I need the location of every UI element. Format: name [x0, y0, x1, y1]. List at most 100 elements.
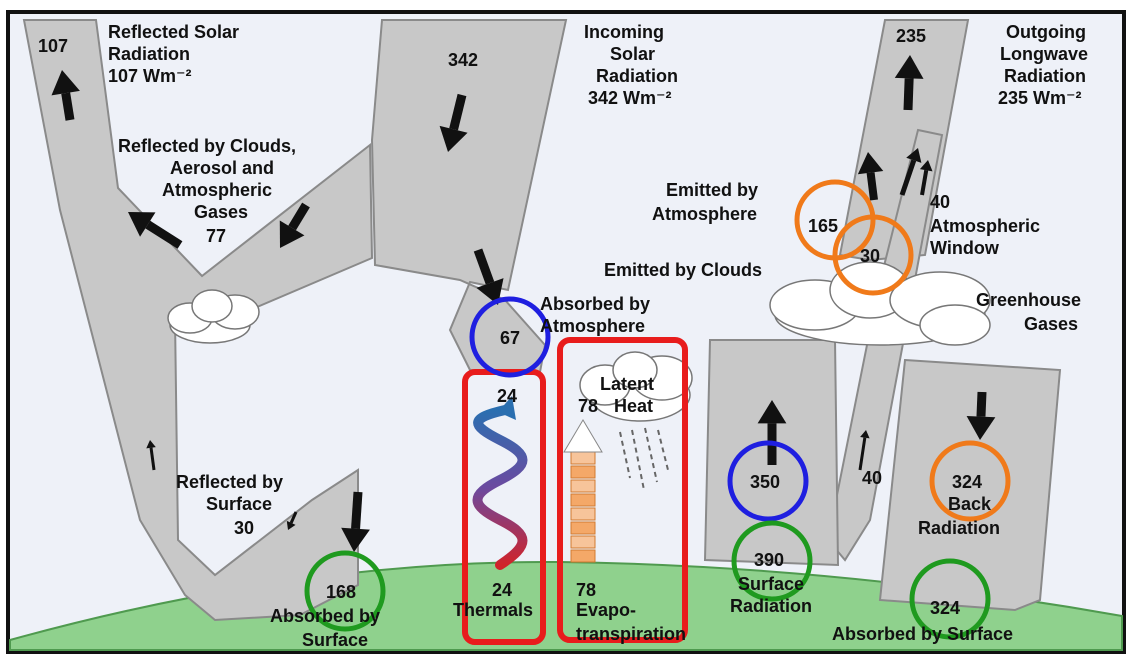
reflected-solar-label-1: Reflected Solar: [108, 22, 239, 42]
flow-arrow-head: [860, 430, 870, 439]
incoming-solar-label-2: Solar: [610, 44, 655, 64]
evapo-brick: [570, 549, 596, 563]
surface-radiation-label-1: Surface: [738, 574, 804, 594]
reflected-surface-value: 30: [234, 518, 254, 538]
greenhouse-gases-label-2: Gases: [1024, 314, 1078, 334]
back-radiation-label-2: Radiation: [918, 518, 1000, 538]
absorbed-surface-left-value: 168: [326, 582, 356, 602]
absorbed-surface-left-circle: [304, 550, 386, 632]
evapo-brick: [570, 535, 596, 549]
evapo-brick: [570, 465, 596, 479]
flow-arrow-shaft: [899, 159, 917, 196]
incoming-solar-value-top: 342: [448, 50, 478, 70]
flow-arrow-shaft: [351, 491, 363, 529]
flow-arrow-shaft: [145, 220, 183, 249]
flow-arrow-head: [341, 527, 370, 552]
window-lower-value: 40: [862, 468, 882, 488]
thermals-wavy-arrow: [472, 405, 528, 570]
reflected-clouds-label-4: Gases: [194, 202, 248, 222]
outgoing-longwave-value-top: 235: [896, 26, 926, 46]
surface-radiation-circle: [731, 520, 813, 602]
flow-arrow-shaft: [61, 92, 75, 121]
latent-heat-value-top: 78: [578, 396, 598, 416]
latent-heat-value-bottom: 78: [576, 580, 596, 600]
evapo-brick: [570, 451, 596, 465]
outgoing-longwave-label-1: Outgoing: [1006, 22, 1086, 42]
surface-radiation-label-2: Radiation: [730, 596, 812, 616]
back-radiation-circle: [929, 440, 1011, 522]
flow-arrows: [51, 55, 996, 552]
flow-arrow-shaft: [920, 169, 929, 196]
flow-arrow-head: [439, 125, 468, 152]
absorbed-surface-right-value: 324: [930, 598, 960, 618]
incoming-solar-label-3: Radiation: [596, 66, 678, 86]
absorbed-atmosphere-circle: [469, 296, 551, 378]
flow-arrow-shaft: [858, 437, 867, 471]
flow-arrow-shaft: [289, 511, 298, 524]
absorbed-atmosphere-label-1: Absorbed by: [540, 294, 650, 314]
incoming-solar-label-1: Incoming: [584, 22, 664, 42]
latent-heat-label-1: Latent: [600, 374, 654, 394]
reflected-solar-beam: [22, 19, 374, 622]
reflected-solar-label-3: 107 Wm⁻²: [108, 66, 192, 86]
emitted-atmosphere-value: 165: [808, 216, 838, 236]
surface-radiation-value: 390: [754, 550, 784, 570]
latent-heat-highlight-box: [557, 337, 688, 643]
flow-arrow-shaft: [449, 93, 467, 131]
reflected-clouds-value: 77: [206, 226, 226, 246]
flow-arrow-head: [51, 70, 80, 96]
flow-arrow-head: [757, 400, 787, 424]
thermals-highlight-box: [462, 369, 546, 645]
flow-arrow-shaft: [976, 391, 987, 417]
evapotranspiration-label-1: Evapo-: [576, 600, 636, 620]
flow-arrow-head: [857, 152, 884, 175]
evapo-brick: [570, 493, 596, 507]
absorbed-surface-left-label-1: Absorbed by: [270, 606, 380, 626]
back-radiation-label-1: Back: [948, 494, 992, 514]
surface-radiation-up-value: 350: [750, 472, 780, 492]
thermals-label: Thermals: [453, 600, 533, 620]
surface-radiation-up-circle: [727, 440, 809, 522]
emitted-atmosphere-label-1: Emitted by: [666, 180, 758, 200]
reflected-solar-value-top: 107: [38, 36, 68, 56]
flow-arrow-head: [894, 55, 924, 79]
evapo-brick: [570, 521, 596, 535]
flow-arrow-head: [966, 416, 996, 440]
window-inner-circle: [832, 214, 914, 296]
evapotranspiration-label-2: transpiration: [576, 624, 686, 644]
back-radiation-column: [878, 358, 1062, 612]
back-radiation-value: 324: [952, 472, 982, 492]
latent-heat-label-2: Heat: [614, 396, 653, 416]
atmospheric-window-label-1: Atmospheric: [930, 216, 1040, 236]
reflected-surface-label-2: Surface: [206, 494, 272, 514]
absorbed-atmosphere-label-2: Atmosphere: [540, 316, 645, 336]
flow-arrow-head: [146, 440, 156, 449]
flow-arrow-head: [128, 212, 156, 237]
emitted-atmosphere-label-2: Atmosphere: [652, 204, 757, 224]
greenhouse-gases-label-1: Greenhouse: [976, 290, 1081, 310]
reflected-clouds-label-1: Reflected by Clouds,: [118, 136, 296, 156]
atmospheric-window-value: 40: [930, 192, 950, 212]
outgoing-longwave-label-3: Radiation: [1004, 66, 1086, 86]
reflected-solar-label-2: Radiation: [108, 44, 190, 64]
flow-arrow-shaft: [903, 78, 914, 111]
atmospheric-window-label-2: Window: [930, 238, 1000, 258]
cloud-right: [769, 261, 991, 346]
evapotranspiration-column: [563, 419, 603, 563]
emitted-clouds-label: Emitted by Clouds: [604, 260, 762, 280]
evapo-brick: [570, 479, 596, 493]
flow-arrow-shaft: [866, 172, 878, 201]
thermals-value-bottom: 24: [492, 580, 512, 600]
outgoing-longwave-label-2: Longwave: [1000, 44, 1088, 64]
cloud-latent-heat: [579, 351, 693, 422]
flow-arrow-head: [286, 520, 296, 530]
cloud-left: [167, 289, 260, 344]
flow-arrow-head: [279, 220, 305, 248]
absorbed-surface-right-label: Absorbed by Surface: [832, 624, 1013, 644]
rain-streaks: [619, 427, 669, 491]
reflected-clouds-label-2: Aerosol and: [170, 158, 274, 178]
window-inner-value: 30: [860, 246, 880, 266]
absorbed-surface-right-circle: [909, 558, 991, 640]
flow-arrow-shaft: [288, 202, 310, 231]
